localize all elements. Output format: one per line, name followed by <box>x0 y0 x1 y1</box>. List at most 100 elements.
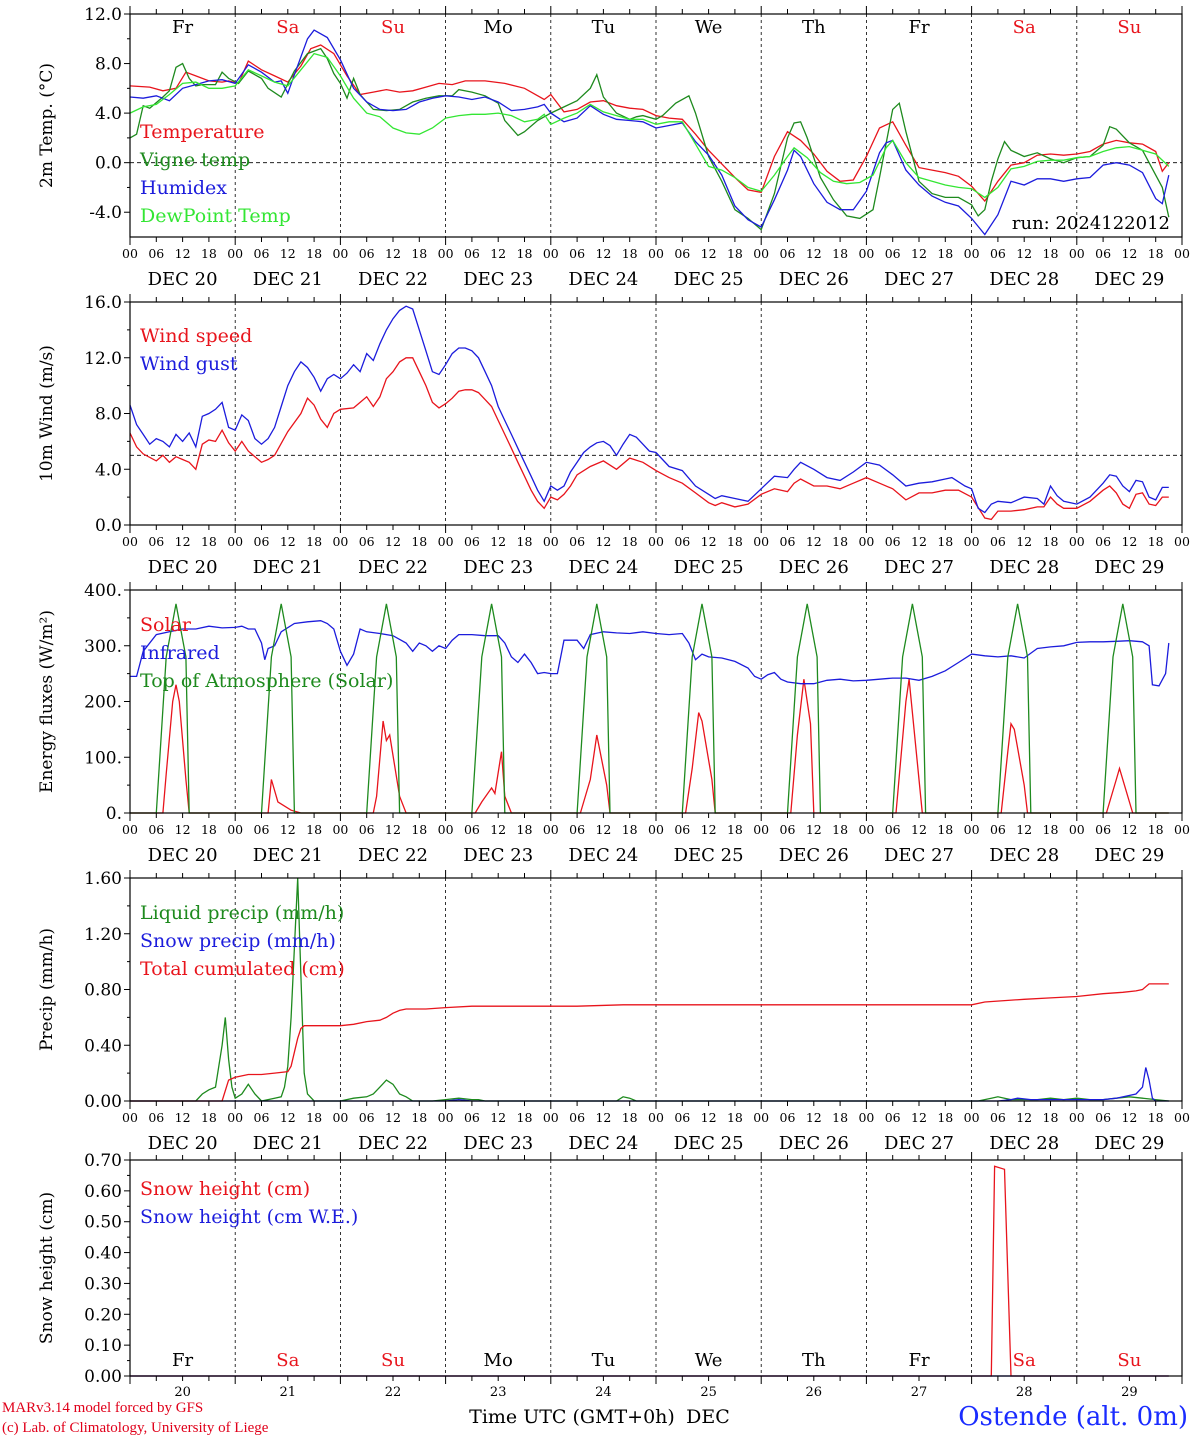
hour-tick-label: 00 <box>1174 246 1190 261</box>
hour-tick-label: 12 <box>1016 822 1032 837</box>
y-tick-label: 8.0 <box>95 55 122 75</box>
hour-tick-label: 00 <box>122 246 138 261</box>
hour-tick-label: 00 <box>1069 534 1085 549</box>
date-label: DEC 24 <box>568 845 638 866</box>
date-label: DEC 29 <box>1094 1133 1164 1154</box>
hour-tick-label: 00 <box>543 1110 559 1125</box>
date-label: DEC 20 <box>148 1133 218 1154</box>
day-number-label: 20 <box>174 1385 191 1400</box>
hour-tick-label: 18 <box>201 822 217 837</box>
date-label: DEC 24 <box>568 1133 638 1154</box>
panel-3: 400. 300. 200. 100. 0. Energy fluxes (W/m²) 00… <box>37 581 1190 866</box>
y-tick-label: 0.10 <box>84 1336 122 1356</box>
hour-tick-label: 18 <box>1148 534 1164 549</box>
hour-tick-label: 06 <box>780 822 796 837</box>
day-number-label: 28 <box>1016 1385 1033 1400</box>
hour-tick-label: 06 <box>990 246 1006 261</box>
hour-tick-label: 06 <box>990 822 1006 837</box>
hour-tick-label: 12 <box>911 822 927 837</box>
hour-tick-label: 00 <box>964 534 980 549</box>
weekday-label: Sa <box>276 17 299 38</box>
series-line-temperature <box>129 44 1170 203</box>
day-number-label: 25 <box>700 1385 717 1400</box>
legend-entry: Humidex <box>140 177 227 199</box>
y-tick-label: 0.50 <box>84 1213 122 1233</box>
weekday-label: Su <box>381 1350 405 1371</box>
hour-tick-label: 06 <box>674 534 690 549</box>
hour-tick-label: 12 <box>385 246 401 261</box>
hour-tick-label: 18 <box>727 246 743 261</box>
hour-tick-label: 06 <box>359 246 375 261</box>
hour-tick-label: 00 <box>648 246 664 261</box>
hour-tick-label: 18 <box>622 246 638 261</box>
y-tick-label: 300. <box>84 637 122 657</box>
hour-tick-label: 18 <box>1043 246 1059 261</box>
hour-tick-label: 00 <box>122 822 138 837</box>
date-label: DEC 28 <box>989 1133 1059 1154</box>
date-label: DEC 24 <box>568 557 638 578</box>
hour-tick-label: 00 <box>1174 822 1190 837</box>
y-tick-label: 0.20 <box>84 1305 122 1325</box>
hour-tick-label: 18 <box>937 1110 953 1125</box>
hour-tick-label: 18 <box>201 534 217 549</box>
hour-tick-label: 18 <box>727 822 743 837</box>
hour-tick-label: 12 <box>175 534 191 549</box>
hour-tick-label: 00 <box>543 246 559 261</box>
hour-tick-label: 00 <box>753 534 769 549</box>
day-number-label: 23 <box>490 1385 507 1400</box>
hour-tick-label: 06 <box>464 1110 480 1125</box>
hour-tick-label: 12 <box>280 822 296 837</box>
hour-tick-label: 00 <box>964 1110 980 1125</box>
y-tick-label: 16.0 <box>84 293 122 313</box>
y-tick-label: 100. <box>84 748 122 768</box>
day-number-label: 27 <box>911 1385 928 1400</box>
series-line-wind-gust <box>129 305 1169 514</box>
credit-line-1: MARv3.14 model forced by GFS <box>2 1400 204 1416</box>
hour-tick-label: 06 <box>674 822 690 837</box>
y-axis-label: 2m Temp. (°C) <box>37 63 57 188</box>
date-label: DEC 22 <box>358 1133 428 1154</box>
series-line-solar <box>130 679 1169 814</box>
date-label: DEC 21 <box>253 1133 323 1154</box>
hour-tick-label: 06 <box>148 1110 164 1125</box>
hour-tick-label: 00 <box>122 534 138 549</box>
date-label: DEC 20 <box>148 845 218 866</box>
plot-frame <box>129 589 1183 814</box>
legend-entry: Solar <box>140 614 192 636</box>
legend-entry: Top of Atmosphere (Solar) <box>140 670 393 692</box>
date-label: DEC 26 <box>779 1133 849 1154</box>
credit-line-2: (c) Lab. of Climatology, University of L… <box>2 1420 269 1436</box>
hour-tick-label: 06 <box>569 246 585 261</box>
hour-tick-label: 18 <box>937 822 953 837</box>
weekday-label: Th <box>802 1350 826 1371</box>
date-label: DEC 26 <box>779 557 849 578</box>
hour-tick-label: 12 <box>595 1110 611 1125</box>
hour-tick-label: 18 <box>1043 1110 1059 1125</box>
hour-tick-label: 18 <box>832 1110 848 1125</box>
legend-entry: Wind speed <box>140 325 252 347</box>
hour-tick-label: 12 <box>1121 534 1137 549</box>
y-tick-label: 0.0 <box>95 516 122 536</box>
hour-tick-label: 12 <box>175 246 191 261</box>
hour-tick-label: 06 <box>569 534 585 549</box>
legend-entry: Wind gust <box>140 353 238 375</box>
hour-tick-label: 18 <box>411 1110 427 1125</box>
hour-tick-label: 06 <box>254 1110 270 1125</box>
date-label: DEC 27 <box>884 269 954 290</box>
date-label: DEC 27 <box>884 557 954 578</box>
series-line-top-of-atmosphere-solar- <box>130 603 1169 814</box>
series-line-total-cumulated-cm- <box>130 983 1169 1102</box>
day-number-label: 29 <box>1121 1385 1138 1400</box>
legend-entry: Vigne temp <box>139 149 250 171</box>
hour-tick-label: 12 <box>490 822 506 837</box>
date-label: DEC 28 <box>989 845 1059 866</box>
hour-tick-label: 12 <box>1121 1110 1137 1125</box>
y-tick-label: 0.70 <box>84 1151 122 1171</box>
hour-tick-label: 12 <box>175 1110 191 1125</box>
hour-tick-label: 12 <box>701 822 717 837</box>
hour-tick-label: 18 <box>306 534 322 549</box>
date-label: DEC 22 <box>358 269 428 290</box>
hour-tick-label: 06 <box>1095 1110 1111 1125</box>
hour-tick-label: 12 <box>806 534 822 549</box>
hour-tick-label: 06 <box>885 1110 901 1125</box>
